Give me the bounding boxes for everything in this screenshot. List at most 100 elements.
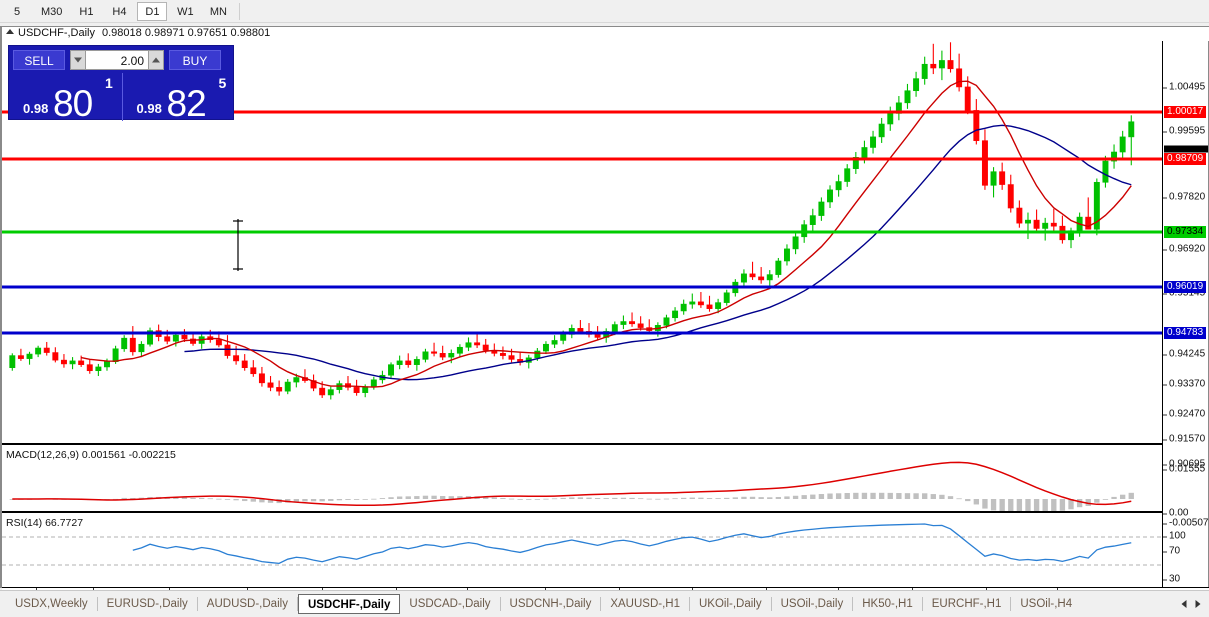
chart-ohlc-values: 0.98018 0.98971 0.97651 0.98801 [102, 27, 271, 39]
trade-panel-controls: SELL 2.00 BUY [9, 46, 235, 73]
chart-window: USDCHF-,Daily 0.98018 0.98971 0.97651 0.9… [0, 26, 1209, 605]
tab-separator [852, 597, 854, 611]
buy-quote[interactable]: 0.98 82 5 [123, 73, 236, 121]
rsi-tick: 100 [1163, 531, 1186, 542]
volume-decrease-icon[interactable] [70, 49, 86, 70]
time-tick-mark [36, 588, 37, 591]
level-label-pivot[interactable]: 0.97334 [1164, 226, 1207, 238]
toolbar-separator [239, 2, 241, 20]
tab-separator [296, 597, 298, 611]
chart-tab-hk50-h1[interactable]: HK50-,H1 [862, 598, 913, 610]
chart-tab-usdchf-daily[interactable]: USDCHF-,Daily [297, 594, 401, 614]
price-tick-label: 0.95145 [1169, 287, 1206, 299]
price-tick-label: 0.99595 [1169, 125, 1206, 137]
chart-tab-eurusd-daily[interactable]: EURUSD-,Daily [106, 598, 188, 610]
price-tick-label: 1.00495 [1169, 81, 1206, 93]
price-tick: 0.97820 [1163, 192, 1205, 203]
chart-tab-ukoil-daily[interactable]: UKOil-,Daily [698, 598, 762, 610]
tab-scroll-right-icon[interactable] [1191, 596, 1205, 612]
trade-panel-quotes: 0.98 80 1 0.98 82 5 [9, 73, 235, 121]
price-tick-label: 0.91570 [1169, 433, 1206, 445]
horizontal-level-lines [2, 110, 1164, 335]
time-tick-mark [93, 588, 94, 591]
rsi-line [132, 523, 1132, 565]
time-tick-mark [467, 588, 468, 591]
chart-tab-eurchf-h1[interactable]: EURCHF-,H1 [931, 598, 1002, 610]
level-label-support-2[interactable]: 0.94783 [1164, 327, 1207, 339]
rsi-tick-label: 30 [1169, 573, 1181, 585]
current-price-label [1164, 145, 1208, 153]
restore-caret-icon[interactable] [6, 29, 14, 34]
moving-average-fast-line [81, 80, 1132, 388]
level-label-resistance-2[interactable]: 0.98709 [1164, 153, 1207, 165]
tab-separator [688, 597, 690, 611]
sell-price-point: 1 [105, 75, 113, 91]
chart-tab-usdcnh-daily[interactable]: USDCNH-,Daily [509, 598, 592, 610]
rsi-label: RSI(14) 66.7727 [6, 517, 84, 529]
time-tick-mark [692, 588, 693, 591]
chart-tab-usoil-daily[interactable]: USOil-,Daily [780, 598, 844, 610]
tab-scroll-left-icon[interactable] [1177, 596, 1191, 612]
volume-input[interactable]: 2.00 [86, 49, 148, 70]
buy-button[interactable]: BUY [169, 49, 221, 70]
rsi-tick: 30 [1163, 574, 1180, 585]
price-tick-label: 0.97820 [1169, 191, 1206, 203]
timeframe-button-mn[interactable]: MN [209, 5, 227, 18]
timeframe-button-w1[interactable]: W1 [177, 5, 194, 18]
macd-tick: 0.00 [1163, 508, 1188, 519]
moving-average-slow-line [184, 124, 1132, 381]
timeframe-toolbar: 5 M30 H1 H4 D1 W1 MN [0, 0, 1209, 23]
sell-button[interactable]: SELL [13, 49, 65, 70]
chart-tab-usdx-weekly[interactable]: USDX,Weekly [15, 598, 88, 610]
macd-label: MACD(12,26,9) 0.001561 -0.002215 [6, 449, 176, 461]
macd-tick-label: -0.005075 [1169, 517, 1209, 529]
one-click-trading-panel[interactable]: SELL 2.00 BUY 0.98 80 1 0.98 82 5 [8, 45, 235, 121]
buy-price-prefix: 0.98 [136, 101, 162, 116]
macd-chart-svg [9, 461, 1134, 511]
timeframe-button-m30[interactable]: M30 [41, 5, 63, 18]
rsi-pane[interactable]: RSI(14) 66.7727 [2, 515, 1164, 587]
rsi-tick: 70 [1163, 546, 1180, 557]
chart-tab-bar: USDX,Weekly EURUSD-,Daily AUDUSD-,Daily … [0, 590, 1209, 617]
rsi-tick-label: 100 [1169, 530, 1186, 542]
timeframe-button-h4[interactable]: H4 [112, 5, 127, 18]
price-tick: 0.95145 [1163, 288, 1205, 299]
volume-increase-icon[interactable] [148, 49, 164, 70]
time-tick-mark [247, 588, 248, 591]
level-label-support-1[interactable]: 0.96019 [1164, 281, 1207, 293]
price-tick: 0.91570 [1163, 434, 1205, 445]
price-tick: 0.94245 [1163, 349, 1205, 360]
time-tick-mark [169, 588, 170, 591]
price-tick: 0.99595 [1163, 126, 1205, 137]
level-label-resistance-1[interactable]: 1.00017 [1164, 106, 1207, 118]
buy-price-main: 82 [166, 83, 207, 121]
price-scale[interactable]: 1.00495 0.99595 0.97820 0.96920 0.95145 … [1162, 41, 1209, 601]
sell-quote[interactable]: 0.98 80 1 [9, 73, 123, 121]
timeframe-button-d1[interactable]: D1 [137, 1, 168, 21]
volume-stepper[interactable]: 2.00 [70, 49, 164, 70]
chart-header: USDCHF-,Daily 0.98018 0.98971 0.97651 0.9… [2, 27, 1209, 41]
timeframe-button-m5[interactable]: 5 [13, 5, 21, 18]
tab-separator [96, 597, 98, 611]
chart-tab-usdcad-daily[interactable]: USDCAD-,Daily [409, 598, 491, 610]
macd-pane[interactable]: MACD(12,26,9) 0.001561 -0.002215 [2, 447, 1164, 513]
price-tick-label: 0.90695 [1169, 458, 1206, 470]
time-tick-mark [1057, 588, 1058, 591]
chart-tab-usoil-h4[interactable]: USOil-,H4 [1020, 598, 1073, 610]
sell-price-prefix: 0.98 [23, 101, 49, 116]
chart-symbol-label: USDCHF-,Daily [18, 27, 95, 39]
timeframe-button-h1[interactable]: H1 [79, 5, 94, 18]
crosshair-marker [233, 219, 243, 271]
time-tick-mark [986, 588, 987, 591]
chart-tab-audusd-daily[interactable]: AUDUSD-,Daily [206, 598, 288, 610]
sell-price-main: 80 [53, 83, 93, 121]
time-tick-mark [619, 588, 620, 591]
tab-scroll-arrows [1177, 596, 1209, 612]
macd-signal-line [12, 461, 1132, 507]
rsi-chart-svg [2, 523, 1164, 566]
price-tick: 0.93370 [1163, 379, 1205, 390]
time-tick-mark [322, 588, 323, 591]
chart-tab-xauusd-h1[interactable]: XAUUSD-,H1 [610, 598, 680, 610]
price-tick: 1.00495 [1163, 82, 1205, 93]
